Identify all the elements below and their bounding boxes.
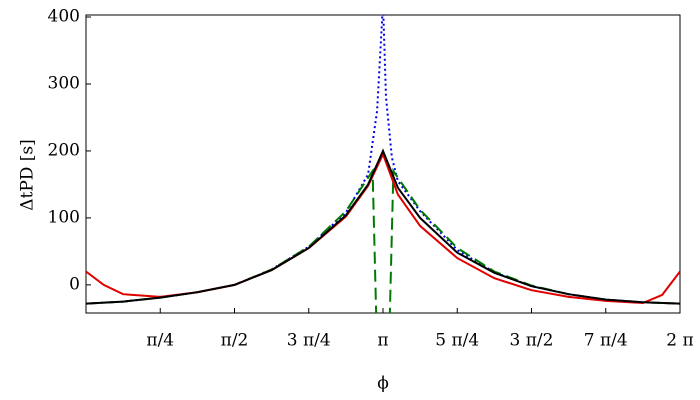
x-tick-label: 2 π bbox=[666, 331, 693, 351]
x-tick-label: π/2 bbox=[221, 331, 249, 351]
x-tick-label: 5 π/4 bbox=[435, 331, 479, 351]
y-tick-label: 400 bbox=[48, 7, 80, 27]
x-tick-label: π bbox=[377, 331, 388, 351]
plot-area bbox=[86, 15, 680, 313]
y-tick-label: 200 bbox=[48, 140, 80, 160]
x-tick-label: π/4 bbox=[146, 331, 174, 351]
x-axis-label: ϕ bbox=[377, 374, 389, 394]
series-line bbox=[86, 167, 680, 313]
y-tick-label: 0 bbox=[69, 274, 80, 294]
x-tick-label: 3 π/4 bbox=[287, 331, 331, 351]
y-axis-label: ΔtPD [s] bbox=[18, 139, 38, 211]
x-tick-label: 7 π/4 bbox=[584, 331, 628, 351]
plot-frame bbox=[85, 14, 681, 314]
series-line bbox=[86, 151, 680, 305]
series-line bbox=[86, 148, 680, 305]
y-tick-label: 300 bbox=[48, 73, 80, 93]
x-tick-label: 3 π/2 bbox=[510, 331, 554, 351]
y-tick-label: 100 bbox=[48, 207, 80, 227]
